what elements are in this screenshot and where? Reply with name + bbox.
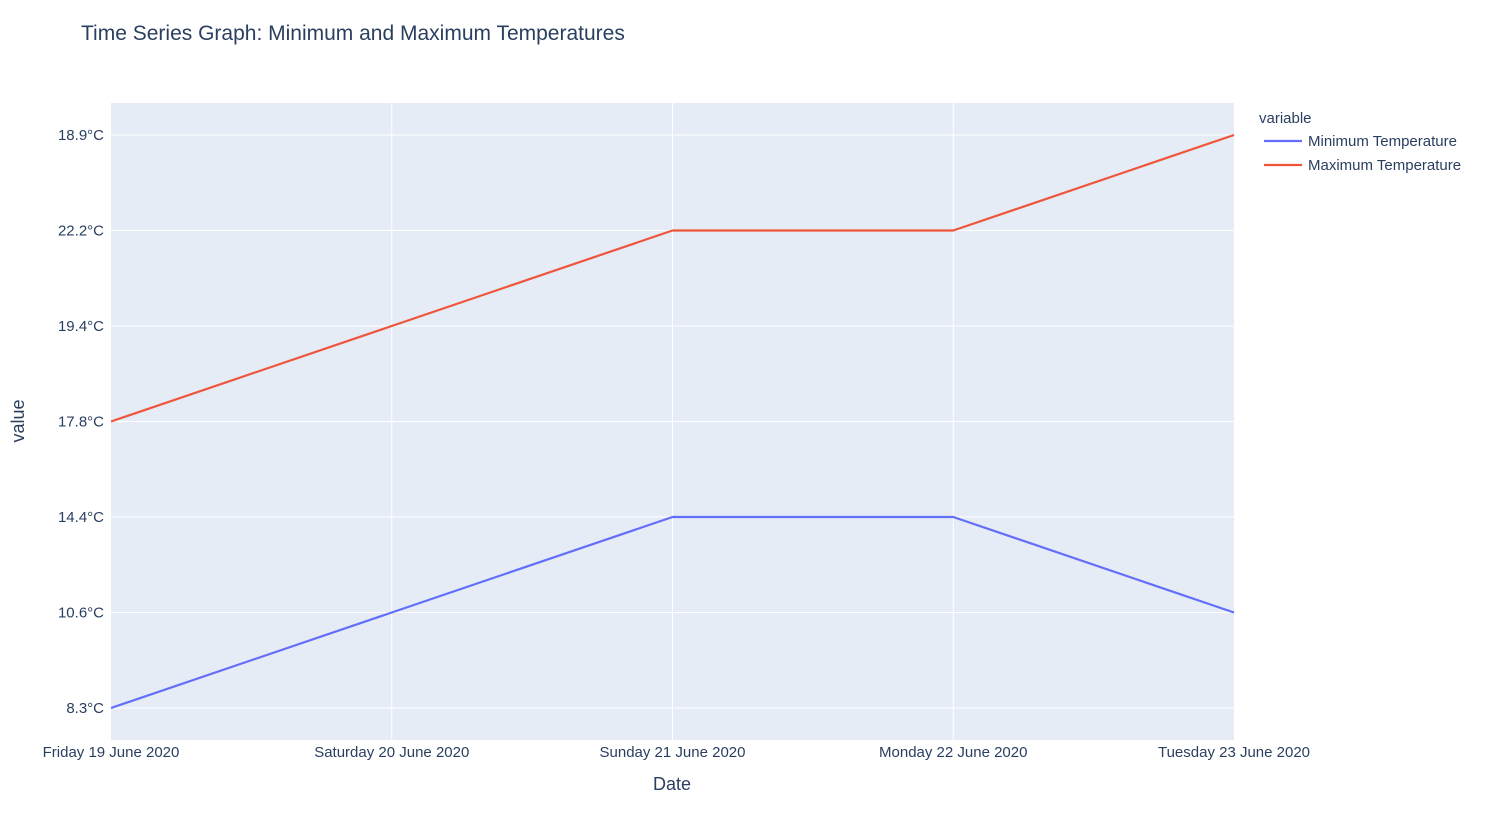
x-tick-label: Monday 22 June 2020 xyxy=(879,744,1027,761)
legend-label: Maximum Temperature xyxy=(1308,157,1461,174)
y-tick-label: 19.4°C xyxy=(58,318,104,335)
series-lines xyxy=(110,133,1235,710)
chart-title: Time Series Graph: Minimum and Maximum T… xyxy=(81,22,625,45)
x-tick-label: Tuesday 23 June 2020 xyxy=(1158,744,1310,761)
series-line-maximum[interactable] xyxy=(110,133,1235,423)
x-tick-label: Friday 19 June 2020 xyxy=(43,744,180,761)
y-axis-title: value xyxy=(8,399,28,442)
legend[interactable]: variable Minimum Temperature Maximum Temp… xyxy=(1259,110,1461,174)
series-line-minimum[interactable] xyxy=(110,515,1235,710)
x-axis-title: Date xyxy=(653,774,691,794)
y-tick-label: 18.9°C xyxy=(58,127,104,144)
y-tick-label: 10.6°C xyxy=(58,605,104,622)
y-tick-label: 8.3°C xyxy=(66,700,104,717)
legend-item[interactable]: Minimum Temperature xyxy=(1264,133,1457,150)
x-tick-label: Sunday 21 June 2020 xyxy=(600,744,746,761)
y-tick-label: 14.4°C xyxy=(58,509,104,526)
legend-title: variable xyxy=(1259,110,1312,127)
y-tick-label: 17.8°C xyxy=(58,414,104,431)
y-tick-labels: 8.3°C 10.6°C 14.4°C 17.8°C 19.4°C 22.2°C 18.9°… xyxy=(58,127,104,717)
legend-label: Minimum Temperature xyxy=(1308,133,1457,150)
x-tick-labels: Friday 19 June 2020 Saturday 20 June 2020… xyxy=(43,744,1310,761)
legend-item[interactable]: Maximum Temperature xyxy=(1264,157,1461,174)
y-tick-label: 22.2°C xyxy=(58,223,104,240)
x-tick-label: Saturday 20 June 2020 xyxy=(314,744,469,761)
